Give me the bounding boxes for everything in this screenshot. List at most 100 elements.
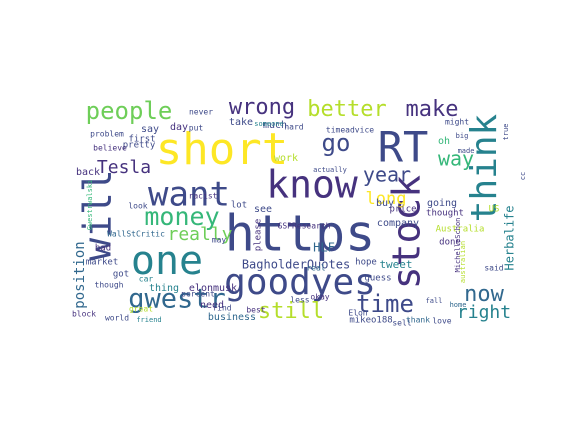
word-now: now [464, 282, 504, 307]
word-sell: sell [392, 319, 411, 328]
word-block: block [72, 310, 96, 319]
word-say: say [141, 124, 159, 135]
word-will: will [76, 169, 120, 261]
word-best: best [246, 306, 265, 315]
word-less: less [290, 296, 309, 305]
word-need: need [200, 300, 224, 311]
word-friend: friend [136, 316, 161, 324]
word-elonmusk: elonmusk [189, 283, 237, 294]
word-okay: okay [310, 293, 329, 302]
word-timeadvice: timeadvice [326, 126, 374, 135]
word-done: done [439, 238, 461, 248]
word-gspresearch: GSPResearch [278, 222, 331, 231]
word-still: still [258, 299, 324, 324]
word-made: made [458, 147, 475, 155]
word-oh: oh [438, 136, 450, 147]
word-time: time [356, 290, 414, 318]
word-right: right [457, 302, 511, 323]
word-thank: thank [406, 316, 430, 325]
word-mikeo188: mikeo188 [349, 316, 392, 326]
word-way: way [438, 147, 474, 171]
word-love: love [432, 317, 451, 326]
word-racist: racist [189, 192, 218, 201]
word-michelleschon: MichelleSchon [454, 218, 462, 273]
word-great: great [129, 305, 153, 314]
word-bagholderquotes: BagholderQuotes [242, 258, 350, 272]
word-better: better [307, 97, 386, 122]
word-go: go [322, 129, 351, 157]
word-hard: hard [284, 123, 303, 132]
word-take: take [229, 117, 253, 128]
word-though: though [95, 281, 124, 290]
word-elon: Elon [348, 309, 367, 318]
word-make: make [406, 97, 459, 122]
word-guess: guess [364, 274, 391, 284]
word-long: long [366, 189, 407, 209]
word-look: look [128, 202, 147, 211]
word-got: got [113, 270, 129, 280]
word-want: want [148, 175, 230, 215]
word-percent: percent [181, 290, 215, 299]
word-fall: fall [426, 297, 443, 305]
word-see: see [254, 204, 272, 215]
word-believe: believe [93, 144, 127, 153]
word-gwestr: gwestr [128, 284, 226, 315]
word-one: one [131, 238, 203, 284]
word-year: year [363, 163, 411, 187]
word-australia: Australia [436, 225, 485, 235]
word-wrong: wrong [229, 95, 295, 120]
word-day: day [170, 122, 188, 133]
word-market: market [86, 258, 119, 268]
word-hope: hope [355, 258, 377, 268]
word-really: really [167, 224, 232, 245]
word-wallstcritic: WallStCritic [107, 230, 165, 239]
word-position: position [72, 241, 88, 308]
word-may: may [212, 236, 227, 245]
word-never: never [189, 108, 213, 117]
word-true: true [502, 124, 510, 141]
word-someone: someone [254, 120, 284, 128]
word-cc: cc [519, 172, 527, 180]
word-stock: stock [385, 175, 429, 290]
word-tweet: tweet [379, 258, 412, 271]
word-goodyes: goodyes [224, 262, 376, 303]
word-herbalife: Herbalife [503, 205, 517, 270]
word-tesla: Tesla [97, 157, 151, 178]
word-car: car [139, 275, 154, 284]
word-people: people [86, 97, 173, 125]
word-world: world [105, 314, 129, 323]
word-pretty: pretty [123, 141, 156, 151]
word-https: https [225, 205, 376, 263]
word-please: please [254, 219, 264, 252]
word-us: US [489, 205, 500, 215]
word-home: home [450, 301, 467, 309]
word-problem: problem [90, 130, 124, 139]
word-rt: RT [378, 123, 429, 172]
word-business: business [208, 312, 256, 323]
word-australian: australian [459, 241, 467, 283]
word-bad: bad [95, 244, 111, 254]
word-know: know [266, 163, 358, 207]
word-think: think [464, 113, 505, 222]
word-actually: actually [313, 166, 347, 174]
word-gwestrwalski: Gwestrwalski [86, 180, 94, 231]
word-company: company [377, 218, 419, 229]
word-find: find [212, 304, 231, 313]
word-hlf: HLF [313, 241, 335, 255]
word-much: much [263, 120, 287, 131]
word-short: short [156, 124, 288, 175]
word-real: real [306, 264, 325, 273]
word-thing: thing [149, 283, 179, 294]
word-back: back [76, 167, 100, 178]
word-lot: lot [231, 201, 247, 211]
word-said: said [484, 264, 503, 273]
word-going: going [427, 198, 457, 209]
word-work: work [274, 153, 298, 164]
word-price: price [389, 205, 416, 215]
word-put: put [189, 124, 204, 133]
word-buy: buy [376, 198, 394, 209]
word-big: big [456, 132, 469, 140]
word-thought: thought [426, 209, 464, 219]
word-might: might [445, 118, 469, 127]
